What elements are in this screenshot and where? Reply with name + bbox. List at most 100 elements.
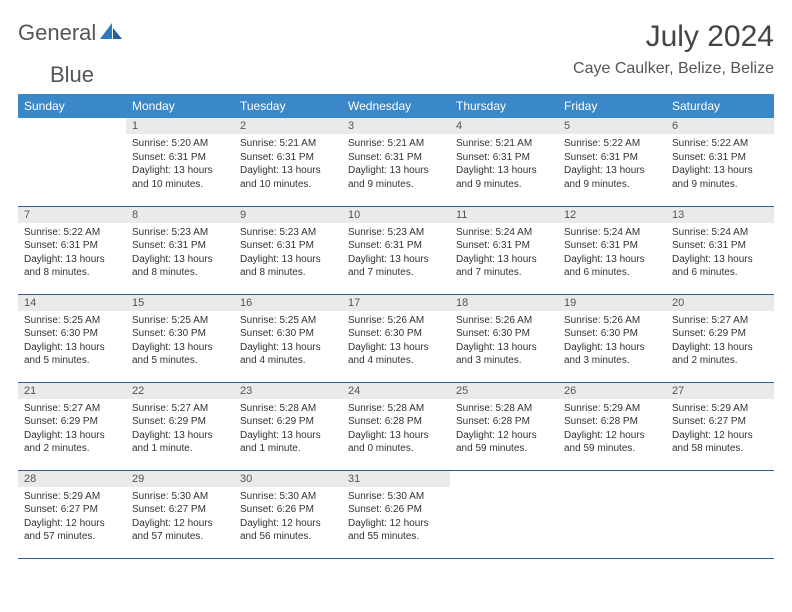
day-detail-line: Daylight: 13 hours bbox=[24, 253, 120, 267]
day-detail-line: Sunrise: 5:22 AM bbox=[24, 226, 120, 240]
day-detail-line: Daylight: 13 hours bbox=[240, 429, 336, 443]
day-details: Sunrise: 5:29 AMSunset: 6:27 PMDaylight:… bbox=[666, 399, 774, 458]
day-detail-line: Sunrise: 5:28 AM bbox=[240, 402, 336, 416]
day-detail-line: Sunrise: 5:29 AM bbox=[564, 402, 660, 416]
day-details: Sunrise: 5:30 AMSunset: 6:27 PMDaylight:… bbox=[126, 487, 234, 546]
day-detail-line: Daylight: 13 hours bbox=[672, 341, 768, 355]
calendar-day-cell: 5Sunrise: 5:22 AMSunset: 6:31 PMDaylight… bbox=[558, 118, 666, 206]
day-detail-line: Daylight: 12 hours bbox=[240, 517, 336, 531]
day-number: 15 bbox=[126, 295, 234, 311]
day-detail-line: Sunset: 6:27 PM bbox=[132, 503, 228, 517]
day-detail-line: and 4 minutes. bbox=[348, 354, 444, 368]
day-detail-line: Sunset: 6:29 PM bbox=[240, 415, 336, 429]
day-detail-line: and 9 minutes. bbox=[456, 178, 552, 192]
day-detail-line: Daylight: 13 hours bbox=[564, 253, 660, 267]
day-detail-line: and 57 minutes. bbox=[132, 530, 228, 544]
brand-word2: Blue bbox=[50, 62, 94, 88]
day-detail-line: Sunset: 6:30 PM bbox=[564, 327, 660, 341]
day-detail-line: Sunset: 6:31 PM bbox=[456, 151, 552, 165]
calendar-day-cell: 14Sunrise: 5:25 AMSunset: 6:30 PMDayligh… bbox=[18, 294, 126, 382]
day-details: Sunrise: 5:26 AMSunset: 6:30 PMDaylight:… bbox=[450, 311, 558, 370]
calendar-day-cell: 24Sunrise: 5:28 AMSunset: 6:28 PMDayligh… bbox=[342, 382, 450, 470]
calendar-day-cell: 10Sunrise: 5:23 AMSunset: 6:31 PMDayligh… bbox=[342, 206, 450, 294]
day-details: Sunrise: 5:30 AMSunset: 6:26 PMDaylight:… bbox=[234, 487, 342, 546]
day-detail-line: Sunset: 6:30 PM bbox=[456, 327, 552, 341]
day-number: 11 bbox=[450, 207, 558, 223]
day-number: 30 bbox=[234, 471, 342, 487]
day-number: 13 bbox=[666, 207, 774, 223]
day-details: Sunrise: 5:21 AMSunset: 6:31 PMDaylight:… bbox=[234, 134, 342, 193]
day-detail-line: Sunrise: 5:30 AM bbox=[132, 490, 228, 504]
day-detail-line: Sunset: 6:31 PM bbox=[456, 239, 552, 253]
day-details: Sunrise: 5:26 AMSunset: 6:30 PMDaylight:… bbox=[342, 311, 450, 370]
day-details: Sunrise: 5:27 AMSunset: 6:29 PMDaylight:… bbox=[18, 399, 126, 458]
day-detail-line: Sunrise: 5:21 AM bbox=[348, 137, 444, 151]
day-detail-line: and 58 minutes. bbox=[672, 442, 768, 456]
day-detail-line: Sunset: 6:31 PM bbox=[564, 151, 660, 165]
day-detail-line: and 3 minutes. bbox=[564, 354, 660, 368]
day-detail-line: and 7 minutes. bbox=[348, 266, 444, 280]
day-details: Sunrise: 5:25 AMSunset: 6:30 PMDaylight:… bbox=[18, 311, 126, 370]
calendar-day-cell bbox=[666, 470, 774, 558]
day-details: Sunrise: 5:27 AMSunset: 6:29 PMDaylight:… bbox=[126, 399, 234, 458]
day-detail-line: and 57 minutes. bbox=[24, 530, 120, 544]
calendar-body: 1Sunrise: 5:20 AMSunset: 6:31 PMDaylight… bbox=[18, 118, 774, 558]
day-details: Sunrise: 5:24 AMSunset: 6:31 PMDaylight:… bbox=[666, 223, 774, 282]
day-detail-line: and 10 minutes. bbox=[240, 178, 336, 192]
calendar-day-cell: 17Sunrise: 5:26 AMSunset: 6:30 PMDayligh… bbox=[342, 294, 450, 382]
day-number: 19 bbox=[558, 295, 666, 311]
day-detail-line: Sunset: 6:31 PM bbox=[24, 239, 120, 253]
day-detail-line: Sunset: 6:31 PM bbox=[564, 239, 660, 253]
day-header: Wednesday bbox=[342, 94, 450, 118]
day-detail-line: Sunrise: 5:30 AM bbox=[348, 490, 444, 504]
brand-logo: General bbox=[18, 20, 124, 46]
day-detail-line: and 3 minutes. bbox=[456, 354, 552, 368]
day-detail-line: Daylight: 12 hours bbox=[348, 517, 444, 531]
day-detail-line: Daylight: 12 hours bbox=[672, 429, 768, 443]
calendar-day-cell: 20Sunrise: 5:27 AMSunset: 6:29 PMDayligh… bbox=[666, 294, 774, 382]
calendar-day-cell bbox=[18, 118, 126, 206]
calendar-day-cell: 15Sunrise: 5:25 AMSunset: 6:30 PMDayligh… bbox=[126, 294, 234, 382]
day-detail-line: Sunset: 6:31 PM bbox=[240, 239, 336, 253]
day-detail-line: and 5 minutes. bbox=[24, 354, 120, 368]
calendar-day-cell: 19Sunrise: 5:26 AMSunset: 6:30 PMDayligh… bbox=[558, 294, 666, 382]
day-detail-line: Daylight: 13 hours bbox=[24, 341, 120, 355]
day-detail-line: Daylight: 13 hours bbox=[564, 164, 660, 178]
calendar-day-cell: 28Sunrise: 5:29 AMSunset: 6:27 PMDayligh… bbox=[18, 470, 126, 558]
day-number: 27 bbox=[666, 383, 774, 399]
day-detail-line: Daylight: 13 hours bbox=[240, 341, 336, 355]
day-detail-line: Daylight: 13 hours bbox=[240, 164, 336, 178]
day-details: Sunrise: 5:24 AMSunset: 6:31 PMDaylight:… bbox=[450, 223, 558, 282]
day-detail-line: Sunset: 6:31 PM bbox=[672, 239, 768, 253]
day-detail-line: Sunrise: 5:23 AM bbox=[348, 226, 444, 240]
day-detail-line: Sunset: 6:30 PM bbox=[24, 327, 120, 341]
day-detail-line: Sunset: 6:26 PM bbox=[240, 503, 336, 517]
day-detail-line: Sunrise: 5:26 AM bbox=[456, 314, 552, 328]
calendar-week-row: 28Sunrise: 5:29 AMSunset: 6:27 PMDayligh… bbox=[18, 470, 774, 558]
day-number: 9 bbox=[234, 207, 342, 223]
month-title: July 2024 bbox=[573, 20, 774, 54]
day-detail-line: Sunset: 6:28 PM bbox=[564, 415, 660, 429]
day-details: Sunrise: 5:26 AMSunset: 6:30 PMDaylight:… bbox=[558, 311, 666, 370]
day-header: Sunday bbox=[18, 94, 126, 118]
day-detail-line: and 9 minutes. bbox=[348, 178, 444, 192]
calendar-day-cell: 3Sunrise: 5:21 AMSunset: 6:31 PMDaylight… bbox=[342, 118, 450, 206]
day-number: 26 bbox=[558, 383, 666, 399]
day-details: Sunrise: 5:22 AMSunset: 6:31 PMDaylight:… bbox=[18, 223, 126, 282]
day-header: Monday bbox=[126, 94, 234, 118]
day-number: 4 bbox=[450, 118, 558, 134]
day-number: 29 bbox=[126, 471, 234, 487]
day-detail-line: Sunrise: 5:25 AM bbox=[240, 314, 336, 328]
day-number: 1 bbox=[126, 118, 234, 134]
day-number: 22 bbox=[126, 383, 234, 399]
day-detail-line: and 1 minute. bbox=[240, 442, 336, 456]
day-details: Sunrise: 5:28 AMSunset: 6:28 PMDaylight:… bbox=[450, 399, 558, 458]
day-number: 23 bbox=[234, 383, 342, 399]
day-detail-line: Daylight: 13 hours bbox=[132, 253, 228, 267]
day-detail-line: Daylight: 13 hours bbox=[672, 164, 768, 178]
day-number: 17 bbox=[342, 295, 450, 311]
day-number: 14 bbox=[18, 295, 126, 311]
day-detail-line: and 55 minutes. bbox=[348, 530, 444, 544]
brand-sail-icon bbox=[100, 21, 122, 46]
calendar-day-cell: 31Sunrise: 5:30 AMSunset: 6:26 PMDayligh… bbox=[342, 470, 450, 558]
